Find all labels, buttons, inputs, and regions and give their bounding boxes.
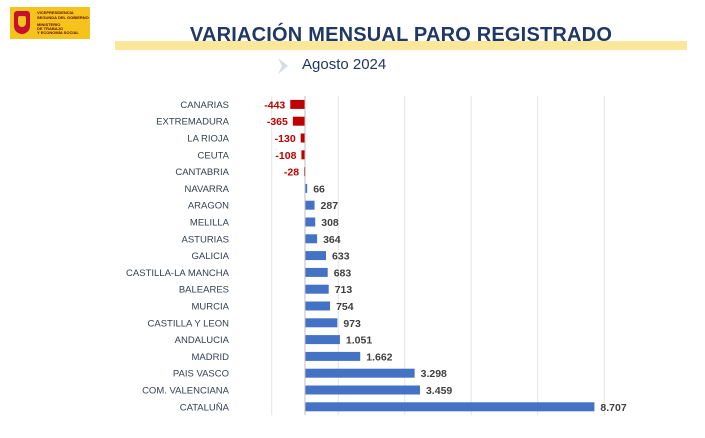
value-label: -28 (284, 167, 299, 179)
value-label: 1.662 (366, 351, 392, 363)
category-label: MELILLA (190, 218, 230, 229)
category-label: CANTABRIA (175, 167, 229, 178)
logo-text-line: DE TRABAJO (37, 26, 64, 31)
bar (305, 318, 338, 328)
category-label: MURCIA (192, 302, 230, 313)
bar (305, 351, 361, 361)
bar (305, 385, 420, 395)
value-label: 754 (336, 301, 354, 313)
value-label: -443 (264, 99, 285, 111)
value-label: 713 (335, 284, 353, 296)
bar (300, 133, 305, 143)
chevron-right-icon (278, 58, 288, 74)
category-label: CEUTA (198, 150, 230, 161)
logo-text-line: MINISTERIO (37, 22, 61, 27)
value-label: 8.707 (600, 402, 626, 414)
bar (305, 284, 329, 294)
chart-title: VARIACIÓN MENSUAL PARO REGISTRADO (189, 24, 613, 46)
bar (305, 267, 328, 277)
value-label: 364 (323, 234, 341, 246)
bar (305, 402, 595, 412)
bar (292, 116, 305, 126)
title-highlight-band (115, 41, 687, 50)
value-label: -130 (275, 133, 296, 145)
bar (305, 335, 340, 345)
value-label: -365 (267, 116, 288, 128)
gridlines (271, 96, 605, 416)
value-labels: -443 -365 -130 -108 -28 66 287 308 364 633 683 713 7… (264, 99, 627, 413)
bar (305, 368, 415, 378)
bar (290, 99, 305, 109)
bars (290, 99, 595, 412)
category-label: EXTREMADURA (156, 117, 230, 128)
value-label: 633 (332, 251, 350, 263)
bar (305, 301, 331, 311)
value-label: 1.051 (346, 335, 372, 347)
category-label: COM. VALENCIANA (142, 386, 230, 397)
coat-of-arms-icon (14, 11, 30, 34)
bar (305, 183, 308, 193)
logo-text-line: VICEPRESIDENCIA (37, 10, 74, 15)
value-label: -108 (275, 150, 296, 162)
value-label: 287 (321, 200, 339, 212)
logo-text-line: SEGUNDA DEL GOBIERNO (37, 15, 89, 20)
bar (305, 217, 316, 227)
bar (305, 234, 318, 244)
category-label: CANARIAS (180, 100, 229, 111)
bar (305, 200, 315, 210)
category-label: MADRID (192, 352, 230, 363)
value-label: 683 (334, 267, 352, 279)
logo-text-line: Y ECONOMÍA SOCIAL (37, 30, 79, 35)
bar (305, 251, 327, 261)
category-label: ARAGON (188, 201, 229, 212)
category-label: ASTURIAS (181, 234, 229, 245)
category-label: ANDALUCIA (175, 335, 230, 346)
category-label: GALICIA (192, 251, 230, 262)
value-label: 66 (313, 183, 325, 195)
category-label: BALEARES (179, 285, 229, 296)
chart-subtitle: Agosto 2024 (302, 56, 387, 73)
value-label: 3.459 (426, 385, 452, 397)
government-logo: VICEPRESIDENCIA SEGUNDA DEL GOBIERNO MIN… (10, 7, 90, 39)
value-label: 308 (321, 217, 339, 229)
category-label: LA RIOJA (187, 134, 229, 145)
category-labels: CANARIAS EXTREMADURA LA RIOJA CEUTA CANTABRI… (126, 100, 230, 413)
value-label: 3.298 (421, 368, 447, 380)
category-label: CATALUÑA (180, 402, 230, 413)
bar (301, 150, 305, 160)
category-label: PAIS VASCO (173, 369, 229, 380)
category-label: NAVARRA (184, 184, 229, 195)
value-label: 973 (343, 318, 361, 330)
category-label: CASTILLA Y LEON (148, 318, 230, 329)
category-label: CASTILLA-LA MANCHA (126, 268, 230, 279)
